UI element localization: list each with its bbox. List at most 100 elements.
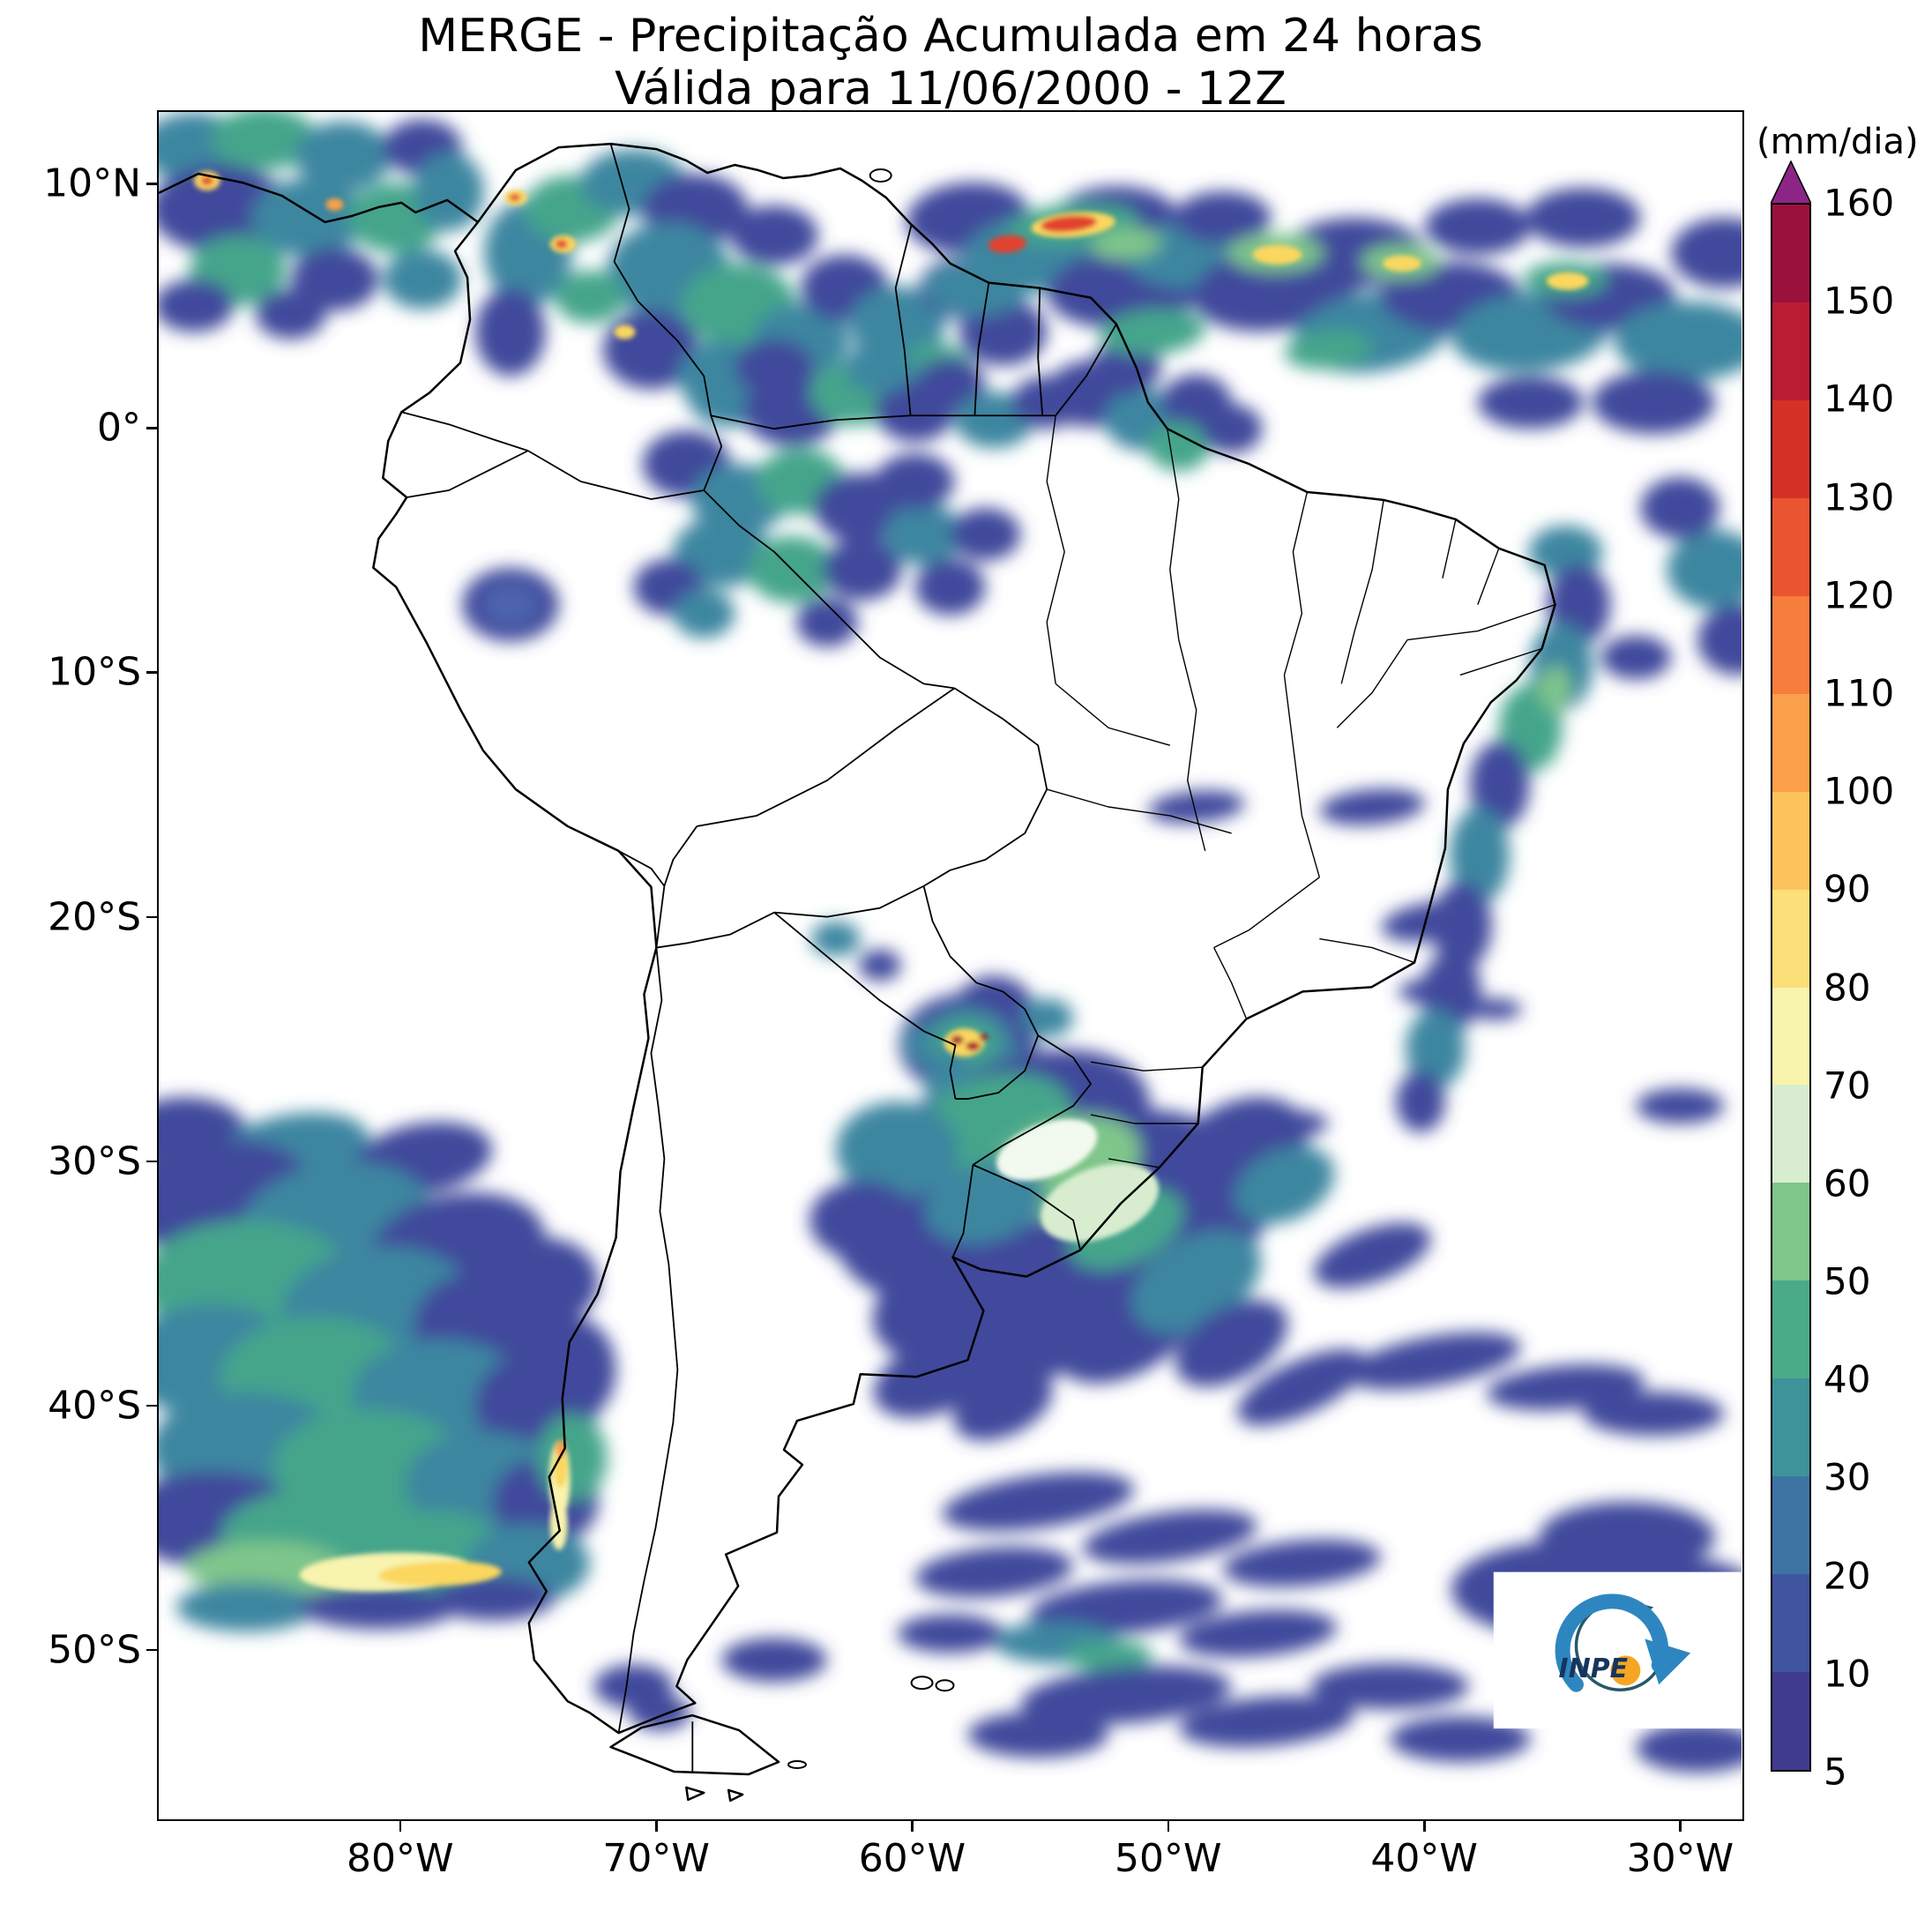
colorbar-segment xyxy=(1772,1183,1809,1281)
precipitation-field-cores xyxy=(193,171,1589,1592)
central-america-coastline xyxy=(159,172,479,224)
precipitation-cell xyxy=(481,582,540,627)
precipitation-cell xyxy=(967,1712,1108,1758)
precipitation-cell xyxy=(553,1448,568,1488)
colorbar-tick-label: 160 xyxy=(1824,181,1895,225)
precipitation-cell xyxy=(1319,788,1425,825)
precipitation-field-soft xyxy=(159,112,1742,1773)
precipitation-cell xyxy=(1546,272,1589,290)
precipitation-cell xyxy=(1252,244,1302,265)
colorbar-tick-label: 100 xyxy=(1824,769,1895,813)
colorbar-tick-label: 120 xyxy=(1824,573,1895,617)
precipitation-cell xyxy=(950,507,1021,561)
colorbar-segment xyxy=(1772,1672,1809,1770)
lat-tick-label: 10°N xyxy=(43,160,141,206)
colorbar-tick-label: 60 xyxy=(1824,1161,1871,1206)
precipitation-cell xyxy=(1525,187,1641,248)
colorbar-segment xyxy=(1772,595,1809,694)
lat-tick-label: 30°S xyxy=(48,1138,141,1184)
precipitation-cell xyxy=(1179,1695,1354,1748)
precipitation-cell xyxy=(1381,900,1487,942)
inpe-logo: INPE xyxy=(1493,1571,1742,1729)
precipitation-cell xyxy=(1041,215,1097,233)
colorbar-tick-label: 5 xyxy=(1824,1750,1847,1794)
precipitation-cell xyxy=(1064,1639,1152,1672)
precipitation-cell xyxy=(966,1041,981,1051)
precipitation-cell xyxy=(884,503,964,565)
precipitation-cell xyxy=(1284,330,1373,370)
lon-tickmark xyxy=(399,1821,402,1832)
isla-de-los-estados xyxy=(787,1759,807,1769)
colorbar-segment xyxy=(1772,889,1809,988)
precipitation-cell xyxy=(1468,998,1522,1020)
colorbar-segment xyxy=(1772,1476,1809,1575)
precipitation-cell xyxy=(200,175,213,185)
precipitation-cell xyxy=(1222,1539,1381,1587)
precipitation-cell xyxy=(1592,370,1716,435)
colorbar-segment xyxy=(1772,1085,1809,1183)
cape-horn-islets xyxy=(685,1786,744,1803)
colorbar-segment xyxy=(1772,302,1809,400)
map-subtitle: Válida para 11/06/2000 - 12Z xyxy=(615,63,1287,116)
colorbar-tick-label: 10 xyxy=(1824,1652,1871,1696)
precipitation-cell xyxy=(1236,1348,1367,1426)
colorbar-units: (mm/dia) xyxy=(1757,122,1919,162)
precipitation-cell xyxy=(1310,1663,1469,1710)
precipitation-cell xyxy=(492,1237,599,1326)
colorbar-segment xyxy=(1772,693,1809,792)
lat-tickmark xyxy=(146,183,157,185)
precipitation-cell xyxy=(1234,1146,1335,1224)
precipitation-cell xyxy=(795,597,858,647)
lat-tickmark xyxy=(146,915,157,919)
precipitation-cell xyxy=(555,239,568,249)
precipitation-cell xyxy=(810,921,861,957)
precipitation-cell xyxy=(325,198,344,211)
south-america-coastline xyxy=(372,142,1556,1735)
precipitation-cell xyxy=(475,287,546,377)
precipitation-cell xyxy=(1539,665,1571,712)
precipitation-cell xyxy=(1029,1579,1223,1635)
lon-tick-label: 70°W xyxy=(602,1836,710,1881)
precipitation-cell xyxy=(1636,1088,1725,1123)
precipitation-cell xyxy=(1396,1071,1445,1132)
logo-orange-dot xyxy=(1610,1655,1641,1686)
precipitation-cell xyxy=(844,340,915,394)
precipitation-cell xyxy=(1449,807,1510,904)
precipitation-cell xyxy=(988,235,1027,253)
precipitation-cell xyxy=(1148,790,1245,824)
precipitation-cell xyxy=(1175,1300,1288,1387)
precipitation-cell xyxy=(1539,1501,1716,1572)
precipitation-cell xyxy=(527,1317,616,1423)
south-america-map: INPE xyxy=(159,112,1742,1803)
precipitation-cell xyxy=(809,1180,915,1260)
precipitation-cell xyxy=(431,1576,555,1621)
lon-tickmark xyxy=(655,1821,658,1832)
lat-tick-label: 20°S xyxy=(48,894,141,940)
colorbar-segment xyxy=(1772,1378,1809,1477)
colorbar-tick-label: 130 xyxy=(1824,475,1895,519)
colorbar-segment xyxy=(1772,1280,1809,1379)
precipitation-cell xyxy=(1425,198,1531,255)
colorbar-segment xyxy=(1772,497,1809,596)
colorbar-tick-label: 20 xyxy=(1824,1554,1871,1598)
trinidad-island xyxy=(869,168,892,183)
map-plot-area: INPE xyxy=(157,110,1744,1821)
map-title: MERGE - Precipitação Acumulada em 24 hor… xyxy=(418,10,1483,63)
country-borders xyxy=(401,143,1117,1773)
lon-tickmark xyxy=(1423,1821,1426,1832)
precipitation-cell xyxy=(914,558,986,616)
precipitation-cell xyxy=(1020,1665,1232,1725)
lat-tick-label: 50°S xyxy=(48,1627,141,1673)
lat-tickmark xyxy=(146,1404,157,1407)
precipitation-cell xyxy=(255,289,326,340)
colorbar-tick-label: 30 xyxy=(1824,1455,1871,1499)
precipitation-cell xyxy=(1383,255,1422,272)
precipitation-cell xyxy=(1697,604,1742,676)
lon-tick-label: 60°W xyxy=(858,1836,966,1881)
precipitation-cell xyxy=(1399,978,1469,1005)
precipitation-cell xyxy=(951,1035,964,1045)
colorbar xyxy=(1771,203,1811,1772)
colorbar-tick-label: 80 xyxy=(1824,966,1871,1009)
precipitation-cell xyxy=(383,249,463,310)
lon-tick-label: 80°W xyxy=(347,1836,454,1881)
